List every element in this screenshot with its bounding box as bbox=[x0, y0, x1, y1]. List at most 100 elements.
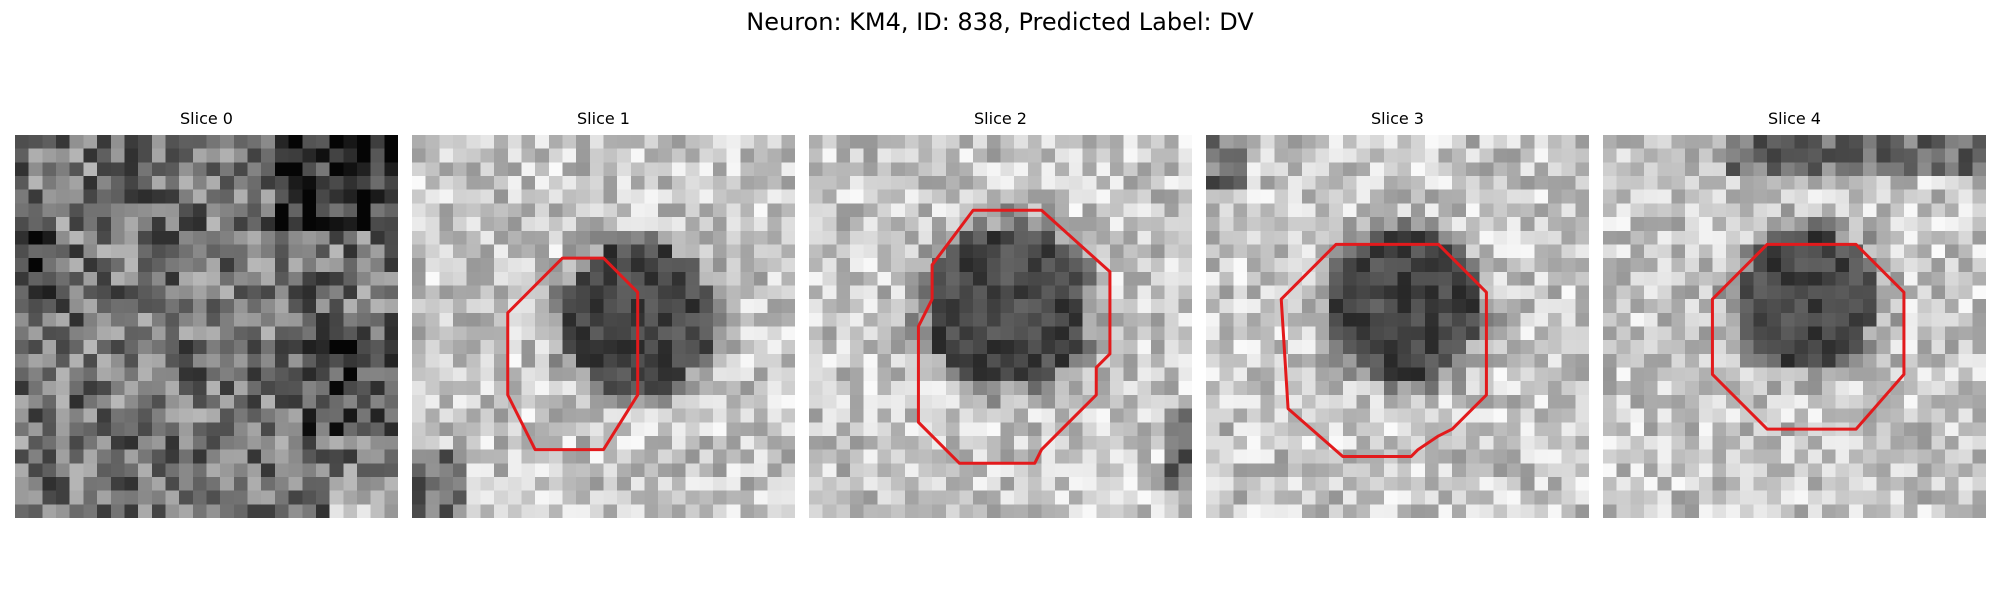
pixel bbox=[28, 189, 43, 204]
pixel bbox=[425, 312, 440, 327]
pixel bbox=[781, 449, 795, 464]
pixel bbox=[822, 408, 837, 423]
pixel bbox=[548, 285, 563, 300]
pixel bbox=[1698, 299, 1713, 314]
pixel bbox=[617, 244, 632, 259]
pixel bbox=[658, 422, 673, 437]
pixel bbox=[97, 285, 112, 300]
pixel bbox=[1137, 176, 1152, 190]
pixel bbox=[918, 326, 933, 341]
pixel bbox=[1041, 326, 1056, 341]
pixel bbox=[466, 463, 481, 478]
pixel bbox=[603, 353, 618, 368]
pixel bbox=[1068, 312, 1083, 327]
pixel bbox=[179, 435, 194, 450]
pixel bbox=[1931, 340, 1946, 355]
pixel bbox=[1794, 490, 1809, 505]
pixel bbox=[261, 148, 276, 163]
pixel bbox=[1164, 408, 1179, 423]
pixel bbox=[1534, 285, 1549, 300]
pixel bbox=[83, 285, 98, 300]
pixel bbox=[466, 135, 481, 149]
pixel bbox=[356, 299, 371, 314]
pixel bbox=[1082, 476, 1097, 491]
pixel bbox=[836, 490, 851, 505]
pixel bbox=[1411, 271, 1426, 286]
pixel bbox=[42, 408, 57, 423]
pixel bbox=[863, 449, 878, 464]
pixel bbox=[288, 176, 303, 190]
pixel bbox=[1931, 449, 1946, 464]
pixel bbox=[206, 394, 221, 409]
pixel bbox=[1630, 271, 1645, 286]
pixel bbox=[1685, 476, 1700, 491]
pixel bbox=[1903, 381, 1918, 396]
pixel bbox=[329, 422, 344, 437]
pixel bbox=[1424, 463, 1439, 478]
pixel bbox=[699, 148, 714, 163]
pixel bbox=[726, 422, 741, 437]
pixel bbox=[726, 463, 741, 478]
pixel bbox=[261, 271, 276, 286]
pixel bbox=[69, 490, 84, 505]
pixel bbox=[179, 285, 194, 300]
pixel bbox=[1917, 299, 1932, 314]
pixel bbox=[1274, 504, 1289, 518]
pixel bbox=[1206, 422, 1220, 437]
pixel bbox=[1329, 463, 1344, 478]
pixel bbox=[1862, 394, 1877, 409]
pixel bbox=[56, 148, 70, 163]
pixel bbox=[753, 340, 768, 355]
pixel bbox=[1000, 299, 1015, 314]
pixel bbox=[233, 381, 248, 396]
pixel bbox=[521, 326, 536, 341]
pixel bbox=[1068, 217, 1083, 232]
pixel bbox=[904, 408, 919, 423]
pixel bbox=[1356, 367, 1371, 382]
pixel bbox=[836, 504, 851, 518]
pixel bbox=[1917, 176, 1932, 190]
pixel bbox=[1958, 476, 1973, 491]
pixel bbox=[1178, 162, 1192, 177]
pixel bbox=[56, 476, 70, 491]
pixel bbox=[1027, 435, 1042, 450]
pixel bbox=[42, 435, 57, 450]
pixel bbox=[1780, 504, 1795, 518]
pixel bbox=[274, 367, 289, 382]
pixel bbox=[1808, 299, 1823, 314]
pixel bbox=[1123, 408, 1138, 423]
pixel bbox=[1534, 203, 1549, 218]
pixel bbox=[247, 203, 262, 218]
pixel bbox=[329, 476, 344, 491]
pixel bbox=[1794, 148, 1809, 163]
pixel bbox=[1944, 312, 1959, 327]
pixel bbox=[453, 449, 467, 464]
pixel bbox=[1794, 135, 1809, 149]
pixel bbox=[1219, 299, 1234, 314]
pixel bbox=[562, 381, 577, 396]
pixel bbox=[151, 135, 166, 149]
pixel bbox=[453, 203, 467, 218]
pixel bbox=[685, 449, 700, 464]
pixel bbox=[1068, 463, 1083, 478]
pixel bbox=[603, 189, 618, 204]
pixel bbox=[1206, 394, 1220, 409]
pixel bbox=[699, 258, 714, 273]
pixel bbox=[1452, 285, 1467, 300]
pixel bbox=[932, 217, 947, 232]
pixel bbox=[1698, 271, 1713, 286]
pixel bbox=[453, 217, 467, 232]
pixel bbox=[1233, 435, 1248, 450]
pixel bbox=[1274, 189, 1289, 204]
pixel bbox=[1917, 271, 1932, 286]
pixel bbox=[671, 340, 686, 355]
pixel bbox=[1972, 203, 1986, 218]
pixel bbox=[1534, 244, 1549, 259]
pixel bbox=[863, 203, 878, 218]
pixel bbox=[1506, 463, 1521, 478]
pixel bbox=[466, 258, 481, 273]
pixel bbox=[69, 258, 84, 273]
pixel bbox=[1260, 162, 1275, 177]
pixel bbox=[521, 271, 536, 286]
pixel bbox=[1260, 381, 1275, 396]
